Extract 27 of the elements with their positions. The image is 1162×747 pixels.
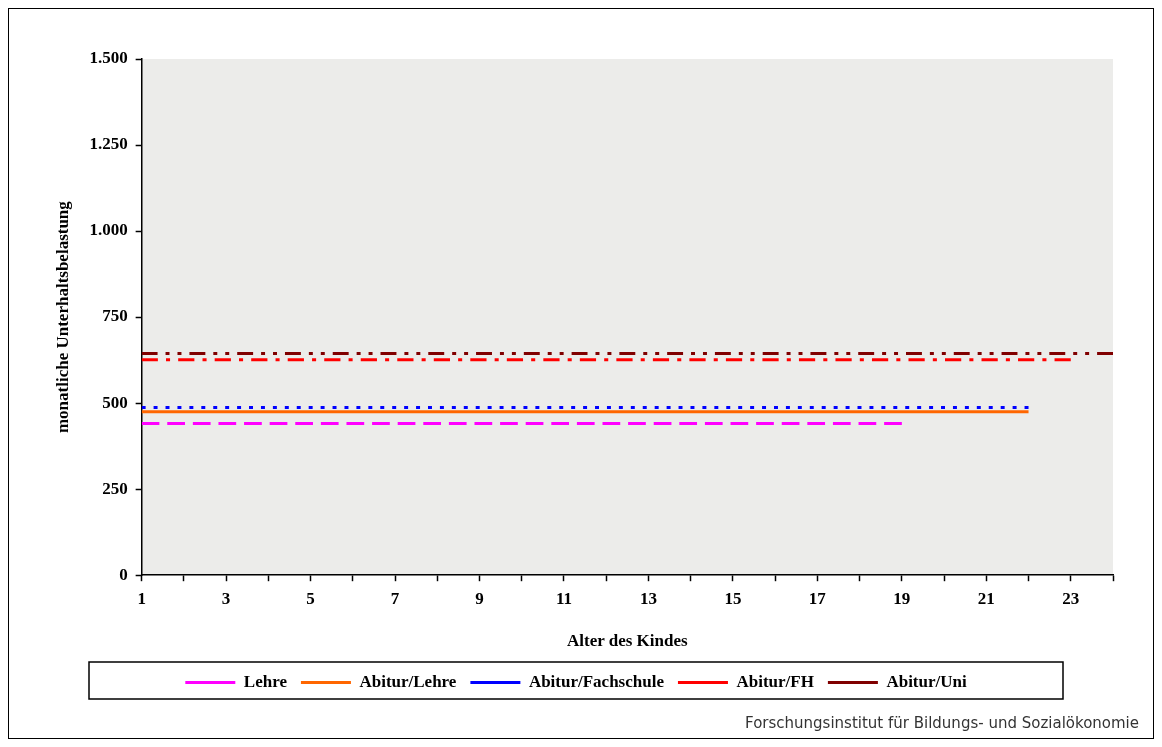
legend-label: Abitur/Uni — [886, 671, 967, 691]
legend-label: Abitur/Fachschule — [528, 671, 665, 691]
x-tick-label: 13 — [639, 588, 657, 608]
legend-label: Abitur/Lehre — [359, 671, 457, 691]
y-tick-label: 1.000 — [89, 220, 128, 240]
x-tick-label: 7 — [390, 588, 400, 608]
text: Forschungsinstitut für Bildungs- und Sozialökonomie — [745, 714, 1139, 732]
y-tick-label: 500 — [102, 392, 128, 412]
x-tick-label: 9 — [475, 588, 484, 608]
y-axis-title: monatliche Unterhaltsbelastung — [52, 200, 72, 434]
y-tick-label: 1.250 — [89, 134, 128, 154]
x-tick-label: 1 — [137, 588, 146, 608]
x-tick-label: 21 — [977, 588, 995, 608]
x-tick-label: 17 — [808, 588, 827, 608]
y-tick-label: 250 — [102, 478, 128, 498]
legend-label: Lehre — [243, 671, 288, 691]
y-tick-label: 1.500 — [89, 48, 128, 68]
x-tick-label: 5 — [306, 588, 315, 608]
x-axis-title: Alter des Kindes — [567, 631, 688, 651]
legend-label: Abitur/FH — [736, 671, 814, 691]
y-tick-label: 750 — [102, 306, 128, 326]
x-tick-label: 23 — [1062, 588, 1080, 608]
x-tick-label: 11 — [555, 588, 573, 608]
x-tick-label: 19 — [893, 588, 911, 608]
y-tick-label: 0 — [119, 564, 128, 584]
x-tick-label: 15 — [724, 588, 742, 608]
x-tick-label: 3 — [221, 588, 231, 608]
